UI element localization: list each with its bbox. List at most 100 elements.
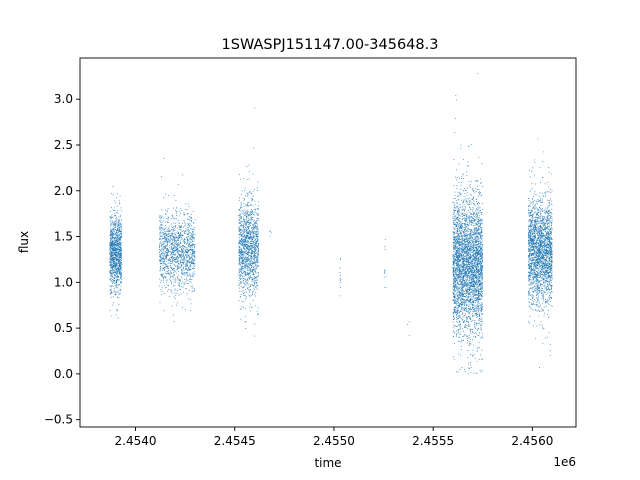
data-point [169,295,170,297]
data-point [113,260,114,262]
data-point [111,232,113,234]
data-point [173,228,175,230]
data-point [159,249,161,251]
data-point [117,291,119,293]
data-point [193,245,195,247]
data-point [242,230,244,232]
data-point [253,226,255,228]
data-point [188,231,190,233]
data-point [166,252,168,253]
data-point [181,258,183,260]
data-point [178,283,180,285]
data-point [480,178,482,180]
data-point [119,239,121,241]
data-point [114,255,116,256]
data-point [244,219,245,221]
data-point [177,256,179,257]
data-point [172,239,174,241]
data-point [470,229,472,231]
data-point [114,212,116,214]
data-point [176,242,177,244]
data-point [243,241,245,243]
data-point [188,243,190,245]
data-point [121,279,122,280]
data-point [113,302,115,303]
data-point [466,224,468,225]
data-point [256,248,257,250]
data-point [171,283,172,284]
data-point [248,276,250,278]
data-point [171,251,173,253]
data-point [248,246,250,248]
data-point [160,219,162,221]
data-point [167,254,169,256]
data-point [246,254,248,255]
data-point [114,280,115,282]
data-point [114,281,116,283]
data-point [111,251,113,253]
data-point [245,210,247,212]
data-point [190,238,191,240]
data-point [461,273,463,274]
data-point [189,235,191,237]
data-point [468,280,469,282]
data-point [256,240,258,242]
data-point [110,270,112,272]
data-point [120,274,122,276]
data-point [158,239,160,240]
data-point [161,238,163,240]
data-point [250,243,252,245]
data-point [254,250,256,252]
data-point [159,266,161,268]
data-point [252,241,254,242]
data-point [255,280,257,281]
data-point [115,240,117,242]
data-point [119,238,121,240]
data-point [112,267,114,268]
data-point [111,238,113,240]
data-point [167,251,169,253]
data-point [161,215,163,217]
data-point [247,220,248,222]
data-point [191,249,193,250]
data-point [454,227,456,229]
data-point [257,248,259,250]
data-point [461,225,463,227]
data-point [120,235,122,237]
data-point [481,255,483,257]
data-point [166,253,168,255]
data-point [160,232,162,234]
data-point [176,231,178,233]
data-point [240,256,242,258]
data-point [478,229,480,231]
data-point [191,252,193,254]
data-point [464,219,466,221]
data-point [120,281,121,283]
data-point [168,270,170,272]
data-point [462,278,464,280]
data-point [120,250,122,252]
data-point [254,249,256,251]
data-point [243,244,245,245]
data-point [171,267,173,269]
data-point [254,335,255,337]
data-point [175,277,176,279]
data-point [253,274,254,276]
data-point [183,252,185,254]
data-point [479,237,481,239]
data-point [459,249,461,251]
data-point [257,239,259,241]
data-point [467,161,469,163]
data-point [243,209,245,211]
data-point [457,251,459,253]
data-point [452,296,454,297]
data-point [181,256,183,258]
data-point [166,233,167,235]
data-point [113,249,115,250]
data-point [162,258,164,260]
data-point [461,291,462,293]
data-point [110,266,112,268]
data-point [182,250,184,252]
data-point [471,272,473,274]
data-point [245,234,247,236]
